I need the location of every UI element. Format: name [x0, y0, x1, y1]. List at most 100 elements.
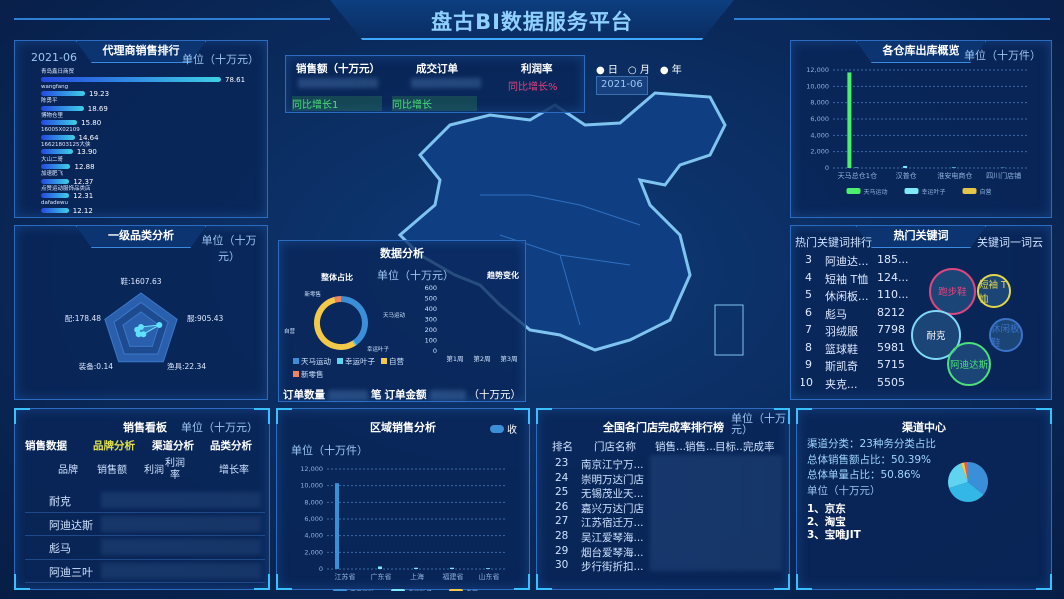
legend-swatch[interactable] [391, 589, 405, 591]
legend-label: 幸运叶子 [922, 188, 946, 196]
order-amount-value [429, 389, 466, 400]
tab-channel-analysis[interactable]: 渠道分析 [152, 440, 194, 452]
keyword-bubble[interactable]: 休闲板鞋 [989, 318, 1023, 352]
radar-point[interactable] [134, 326, 141, 333]
bar-天马运动[interactable] [847, 72, 852, 168]
legend-swatch[interactable] [904, 188, 919, 194]
donut-slice[interactable] [314, 296, 356, 350]
keyword-row[interactable]: 6 彪马 8212 [801, 306, 921, 322]
table-row[interactable]: 30 步行街折扣... [551, 559, 651, 574]
pie-slice[interactable] [960, 462, 968, 482]
donut-slice[interactable] [340, 296, 368, 345]
table-header: 排名 门店名称 销售... 销售... 目标... 完成率 [547, 439, 787, 453]
agent-rank-item[interactable]: 16005X02109 14.64 [41, 127, 261, 142]
agent-rank-item[interactable]: 博物仓里 15.80 [41, 113, 261, 128]
radio-month[interactable]: ○ 月 [627, 65, 650, 76]
legend-label: 自营 [466, 589, 478, 591]
legend-swatch[interactable] [962, 188, 977, 194]
bar-幸运叶子[interactable] [450, 567, 454, 569]
radio-year-label: 年 [671, 65, 682, 76]
table-row[interactable]: 28 吴江爱琴海... [551, 530, 651, 545]
keyword-rank-list[interactable]: 3 阿迪达... 185... 4 短袖 T恤 124... 5 休闲板... 110... 6 彪… [801, 252, 921, 397]
donut-slice[interactable] [352, 339, 357, 346]
table-row[interactable]: 23 南京江宁万... [551, 457, 651, 472]
agent-rank-item[interactable]: 陈勇平 18.69 [41, 98, 261, 113]
order-amount-label: 订单金额 [384, 389, 427, 401]
table-row[interactable]: 27 江苏宿迁万... [551, 515, 651, 530]
agent-rank-item[interactable]: 大山二哥 12.88 [41, 157, 261, 172]
toggle-switch[interactable] [490, 424, 504, 433]
radio-year[interactable]: ● 年 [659, 65, 682, 76]
legend-item[interactable]: 幸运叶子 [337, 356, 375, 367]
tab-category-analysis[interactable]: 品类分析 [210, 440, 252, 452]
order-amount-unit: （十万元） [468, 389, 522, 401]
sales-share: 总体销售额占比：50.39% [807, 453, 932, 466]
channel-item[interactable]: 3、宝唯JIT [807, 529, 861, 541]
keyword-row[interactable]: 4 短袖 T恤 124... [801, 271, 921, 287]
keyword-row[interactable]: 8 篮球鞋 5981 [801, 341, 921, 357]
pie-slice[interactable] [968, 462, 988, 495]
donut-slice[interactable] [334, 296, 342, 303]
table-row[interactable]: 25 无锡茂业天... [551, 486, 651, 501]
legend-swatch[interactable] [846, 188, 861, 194]
agent-rank-item[interactable]: 点赞运动服饰品类店 12.31 [41, 186, 261, 201]
agent-name: 点赞运动服饰品类店 [41, 185, 91, 192]
pie-slice[interactable] [964, 462, 968, 482]
bar-幸运叶子[interactable] [951, 167, 956, 168]
trend-chart[interactable]: 0 100 200 300 400 500 600 第1周 第2周 第3周 [419, 281, 524, 366]
radar-point[interactable] [140, 331, 147, 338]
table-row[interactable]: 24 崇明万达门店 [551, 472, 651, 487]
agent-rank-item[interactable]: wangfang 19.23 [41, 84, 261, 99]
keyword-bubble[interactable]: 短袖 T恤 [977, 274, 1011, 308]
agent-rank-item[interactable]: 加速肥飞 12.37 [41, 171, 261, 186]
keyword-bubble[interactable]: 阿迪达斯 [947, 342, 992, 387]
agent-rank-item[interactable]: dafadewu 12.12 [41, 200, 261, 215]
keyword-bubble[interactable]: 跑步鞋 [929, 268, 976, 315]
bar-幸运叶子[interactable] [903, 165, 908, 168]
y-tick-label: 10,000 [806, 82, 829, 90]
y-tick-label: 10,000 [300, 482, 323, 490]
keyword-row[interactable]: 9 斯凯奇 5715 [801, 358, 921, 374]
keyword-row[interactable]: 3 阿迪达... 185... [801, 253, 921, 269]
warehouse-bar-chart[interactable]: 0 2,000 4,000 6,000 8,000 10,000 12,000 天马总仓1仓 汉… [791, 41, 1053, 219]
tab-brand-analysis[interactable]: 品牌分析 [93, 440, 135, 452]
channel-pie-chart[interactable] [947, 461, 989, 503]
radio-day[interactable]: ● 日 [596, 65, 618, 76]
collapse-toggle[interactable]: 收 [490, 421, 517, 436]
agent-rank-item[interactable]: 青岛鑫日商贸 78.61 [41, 69, 261, 84]
y-tick-label: 2,000 [304, 548, 323, 556]
store-name: 无锡茂业天... [581, 488, 644, 501]
legend-swatch[interactable] [333, 589, 347, 591]
table-row[interactable]: 29 烟台爱琴海... [551, 545, 651, 560]
table-row[interactable]: 26 嘉兴万达门店 [551, 501, 651, 516]
bar-天马运动[interactable] [335, 483, 339, 569]
tab-sales-data[interactable]: 销售数据 [25, 440, 67, 452]
legend-item[interactable]: 自营 [381, 356, 404, 367]
y-tick-label: 200 [425, 326, 437, 334]
pie-slice[interactable] [948, 463, 968, 489]
region-bar-chart[interactable]: 0 2,000 4,000 6,000 8,000 10,000 12,000 江苏省 广东省 上… [277, 409, 531, 591]
blurred-values [101, 562, 261, 579]
keyword-word: 休闲板... [825, 290, 869, 303]
legend-swatch[interactable] [449, 589, 463, 591]
channel-item[interactable]: 1、京东 [807, 503, 846, 515]
legend-label: 天马运动 [301, 357, 331, 366]
pie-slice[interactable] [948, 482, 984, 502]
agent-rank-item[interactable]: 16621803125大侠 13.90 [41, 142, 261, 157]
bar-幸运叶子[interactable] [486, 568, 490, 569]
unit-label: 单位（十万件） [964, 49, 1041, 62]
bar-幸运叶子[interactable] [414, 567, 418, 569]
legend-item[interactable]: 天马运动 [293, 356, 331, 367]
legend-item[interactable]: 新零售 [293, 369, 324, 380]
radar-point[interactable] [156, 322, 163, 329]
radar-chart[interactable]: 鞋:1607.63 服:905.43 渔具:22.34 装备:0.14 配:178.48 [15, 226, 269, 401]
date-picker[interactable]: 2021-06 [596, 76, 648, 95]
keyword-row[interactable]: 7 羽绒服 7798 [801, 323, 921, 339]
keyword-row[interactable]: 10 夹克... 5505 [801, 376, 921, 392]
agent-name: 大山二哥 [41, 156, 64, 163]
keyword-count: 5715 [877, 358, 905, 371]
bar-幸运叶子[interactable] [378, 566, 382, 570]
channel-item[interactable]: 2、淘宝 [807, 516, 846, 528]
keyword-row[interactable]: 5 休闲板... 110... [801, 288, 921, 304]
